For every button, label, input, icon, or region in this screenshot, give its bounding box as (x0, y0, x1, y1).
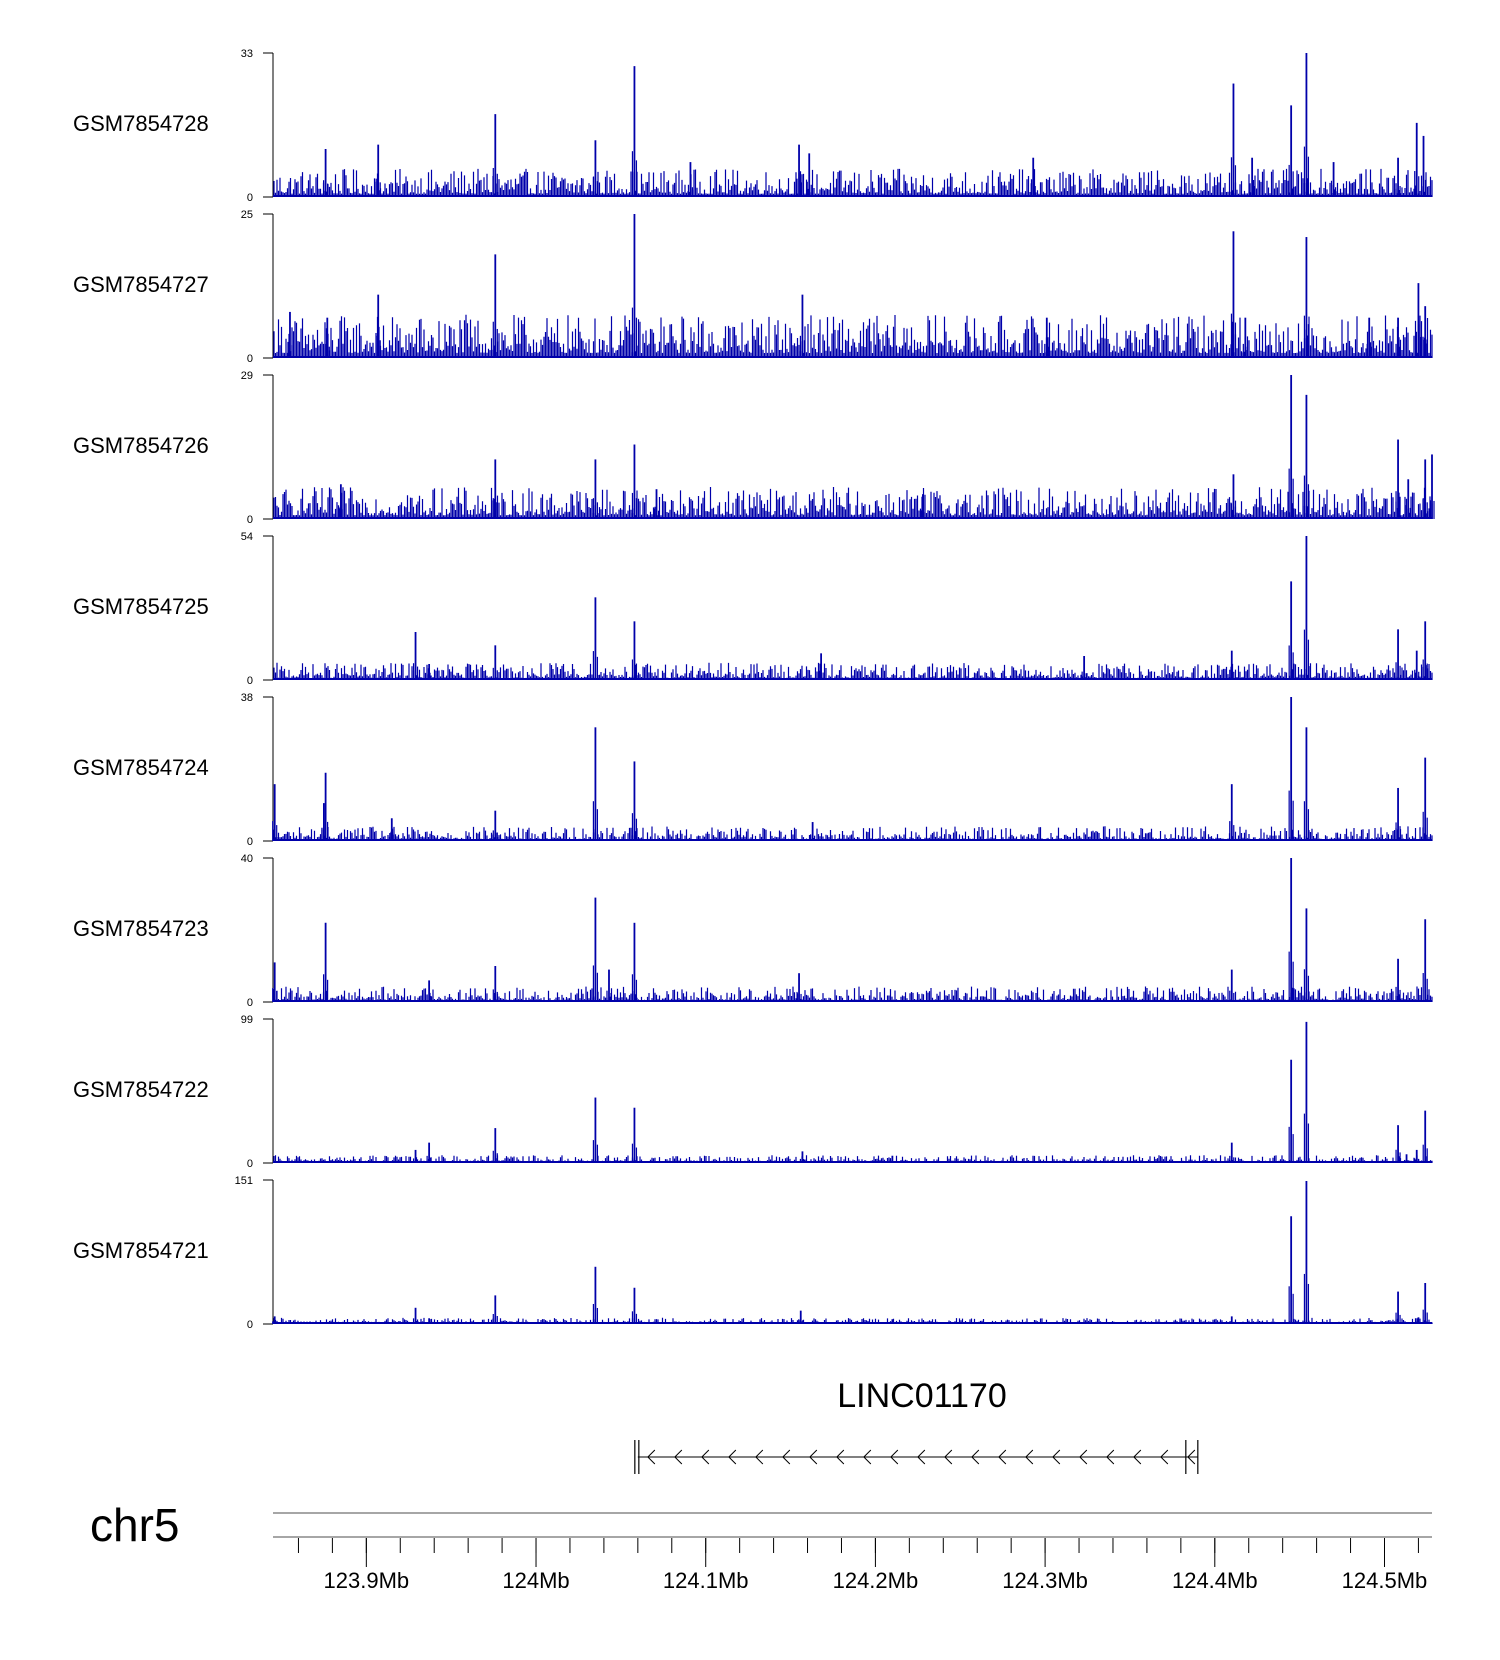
y-axis-zero-label: 0 (247, 997, 253, 1009)
track-GSM7854725: GSM7854725 54 0 (73, 531, 1433, 687)
gene-strand-arrow (809, 1449, 818, 1465)
chromosome-label: chr5 (90, 1499, 179, 1551)
gene-strand-arrow (836, 1449, 845, 1465)
track-label: GSM7854726 (73, 433, 209, 458)
track-label: GSM7854723 (73, 916, 209, 941)
y-axis-max-label: 25 (241, 209, 253, 221)
tick-label: 124Mb (502, 1568, 569, 1593)
gene-strand-arrow (674, 1449, 683, 1465)
track-label: GSM7854721 (73, 1238, 209, 1263)
track-GSM7854721: GSM7854721 151 0 (73, 1175, 1433, 1331)
gene-strand-arrow (1106, 1449, 1115, 1465)
gene-strand-arrow (755, 1449, 764, 1465)
tick-label: 124.5Mb (1342, 1568, 1428, 1593)
gene-strand-arrow (701, 1449, 710, 1465)
y-axis-zero-label: 0 (247, 836, 253, 848)
coverage-background (273, 662, 1433, 680)
gene-strand-arrow (1160, 1449, 1169, 1465)
y-axis-max-label: 151 (235, 1175, 253, 1187)
tick-label: 123.9Mb (324, 1568, 410, 1593)
coverage-tracks: GSM7854728330GSM7854727250GSM7854726290G… (73, 48, 1435, 1331)
y-axis-max-label: 38 (241, 692, 253, 704)
y-axis-max-label: 40 (241, 853, 253, 865)
y-axis-max-label: 33 (241, 48, 253, 60)
gene-strand-arrow (890, 1449, 899, 1465)
tick-label: 124.3Mb (1002, 1568, 1088, 1593)
gene-label: LINC01170 (837, 1377, 1007, 1415)
tick-label: 124.2Mb (833, 1568, 919, 1593)
coverage-background (273, 826, 1433, 841)
y-axis-zero-label: 0 (247, 1158, 253, 1170)
track-GSM7854727: GSM7854727 25 0 (73, 209, 1433, 365)
genomic-axis: chr5 123.9Mb 124Mb 124.1Mb 124.2Mb 124.3Mb 12… (90, 1499, 1432, 1593)
coverage-background (273, 314, 1433, 358)
track-label: GSM7854727 (73, 272, 209, 297)
gene-strand-arrow (1187, 1449, 1196, 1465)
coverage-background (273, 986, 1433, 1002)
y-axis-max-label: 29 (241, 370, 253, 382)
y-axis-zero-label: 0 (247, 675, 253, 687)
track-GSM7854723: GSM7854723 40 0 (73, 853, 1433, 1009)
y-axis-zero-label: 0 (247, 1319, 253, 1331)
gene-strand-arrow (863, 1449, 872, 1465)
gene-strand-arrow (1133, 1449, 1142, 1465)
gene-strand-arrow (1025, 1449, 1034, 1465)
coverage-background (273, 487, 1433, 519)
track-GSM7854722: GSM7854722 99 0 (73, 1014, 1433, 1170)
track-label: GSM7854725 (73, 594, 209, 619)
track-label: GSM7854728 (73, 111, 209, 136)
gene-strand-arrow (1079, 1449, 1088, 1465)
gene-model-LINC01170 (634, 1440, 1199, 1474)
y-axis-max-label: 54 (241, 531, 253, 543)
axis-ticks: 123.9Mb 124Mb 124.1Mb 124.2Mb 124.3Mb 124.4Mb… (297, 1538, 1428, 1593)
track-GSM7854728: GSM7854728 33 0 (73, 48, 1433, 204)
gene-annotation-track: LINC01170 (634, 1377, 1199, 1474)
tick-label: 124.4Mb (1172, 1568, 1258, 1593)
tick-label: 124.1Mb (663, 1568, 749, 1593)
gene-strand-arrow (944, 1449, 953, 1465)
gene-strand-arrow (971, 1449, 980, 1465)
track-GSM7854724: GSM7854724 38 0 (73, 692, 1433, 848)
coverage-background (273, 168, 1433, 197)
y-axis-zero-label: 0 (247, 192, 253, 204)
gene-strand-arrow (647, 1449, 656, 1465)
track-GSM7854726: GSM7854726 29 0 (73, 370, 1435, 526)
gene-strand-arrow (728, 1449, 737, 1465)
gene-strand-arrow (917, 1449, 926, 1465)
gene-strand-arrow (782, 1449, 791, 1465)
y-axis-zero-label: 0 (247, 353, 253, 365)
y-axis-max-label: 99 (241, 1014, 253, 1026)
track-label: GSM7854722 (73, 1077, 209, 1102)
gene-strand-arrow (1052, 1449, 1061, 1465)
y-axis-zero-label: 0 (247, 514, 253, 526)
track-label: GSM7854724 (73, 755, 209, 780)
gene-strand-arrow (998, 1449, 1007, 1465)
